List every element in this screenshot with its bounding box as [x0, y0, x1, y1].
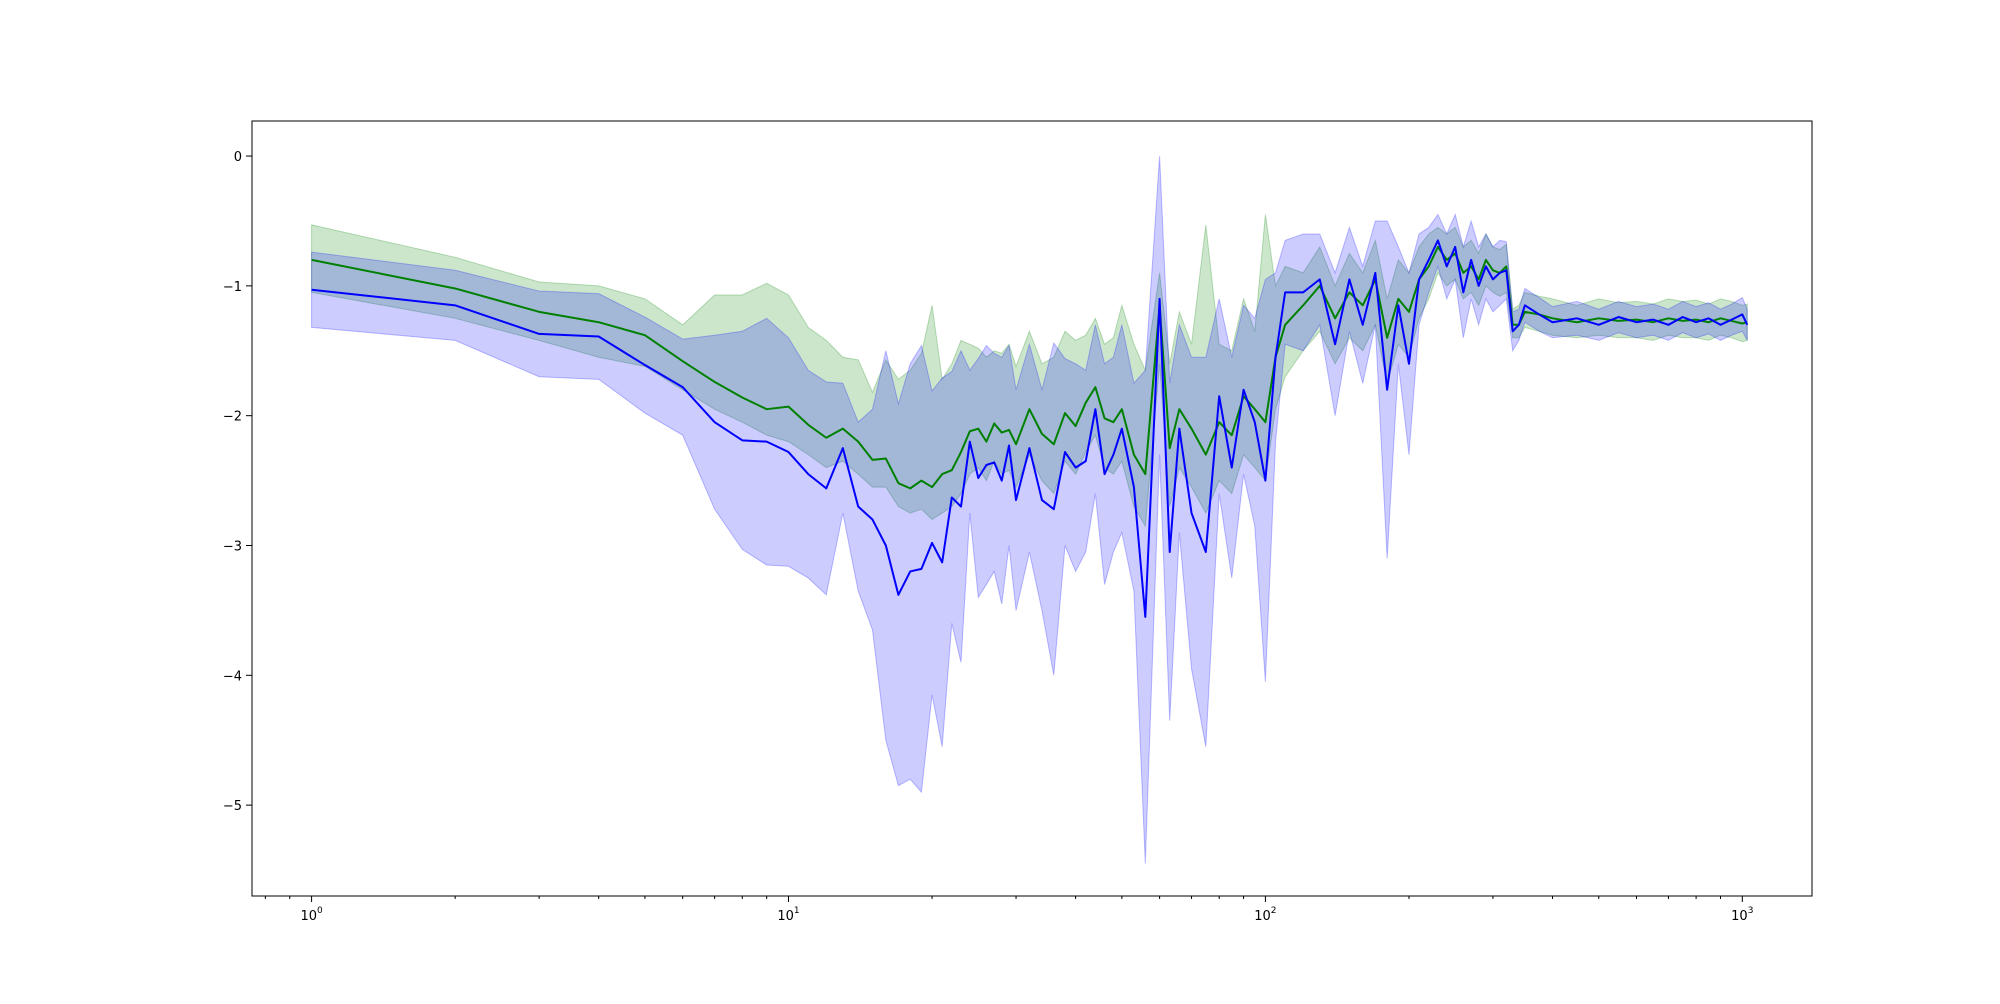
x-axis: 100 101 102 103 [264, 896, 1753, 924]
x-tick-label: 100 [300, 906, 323, 924]
series-1-band [311, 214, 1748, 528]
y-tick-label: −4 [223, 669, 242, 684]
x-tick-label: 102 [1254, 906, 1276, 924]
series-lines [311, 239, 1749, 618]
x-tick-label: 103 [1731, 906, 1753, 924]
y-tick-label: −5 [223, 799, 242, 814]
x-tick-label: 101 [777, 906, 799, 924]
plot-frame [251, 120, 1813, 897]
y-axis: 0 −1 −2 −3 −4 −5 [223, 150, 252, 814]
y-tick-label: −2 [223, 410, 242, 425]
y-tick-label: 0 [234, 150, 242, 165]
y-tick-label: −1 [223, 280, 242, 295]
series-2-line [311, 239, 1749, 618]
series-1-line [311, 245, 1748, 490]
y-tick-label: −3 [223, 539, 242, 554]
